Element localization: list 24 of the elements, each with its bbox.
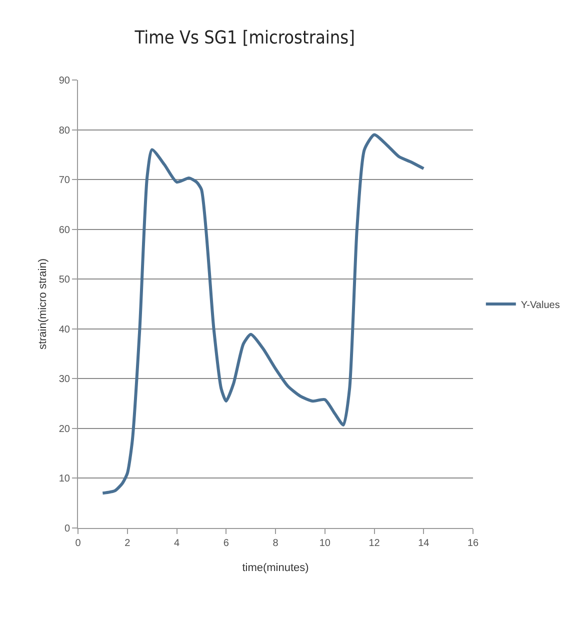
- line-series: [101, 133, 426, 495]
- y-tick-label: 30: [58, 374, 70, 386]
- y-tick-label: 90: [58, 76, 70, 86]
- x-tick-label: 8: [272, 538, 279, 549]
- chart-title: Time Vs SG1 [microstrains]: [134, 28, 355, 48]
- x-tick-label: 14: [418, 538, 430, 549]
- y-tick-label: 20: [58, 424, 70, 435]
- x-tick-label: 0: [75, 538, 82, 549]
- x-axis-title: time(minutes): [242, 562, 309, 574]
- y-tick-label: 50: [58, 274, 70, 286]
- y-tick-label: 40: [58, 324, 70, 336]
- y-tick-label: 60: [58, 224, 70, 236]
- x-tick-label: 12: [368, 538, 380, 549]
- x-tick-label: 10: [319, 538, 331, 549]
- x-tick-label: 16: [467, 538, 479, 549]
- y-tick-label: 80: [58, 125, 70, 136]
- y-tick-label: 10: [58, 474, 70, 485]
- y-tick-label: 70: [58, 175, 70, 186]
- legend-label: Y-Values: [520, 300, 560, 311]
- x-tick-label: 6: [223, 538, 230, 549]
- x-tick-label: 4: [174, 538, 180, 549]
- y-axis-title: strain(micro strain): [37, 258, 49, 350]
- y-tick-label: 0: [64, 524, 70, 534]
- x-tick-label: 2: [124, 538, 131, 549]
